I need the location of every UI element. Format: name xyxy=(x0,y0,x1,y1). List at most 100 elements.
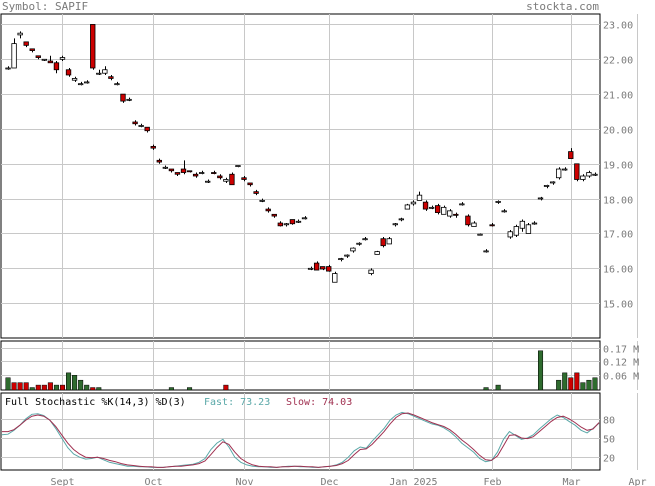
x-tick-label: Jan 2025 xyxy=(389,477,437,486)
candle xyxy=(217,175,223,179)
x-tick-label: Feb xyxy=(483,477,501,486)
stochastic-title: Full Stochastic %K(14,3) %D(3) xyxy=(5,397,186,408)
candle xyxy=(338,258,344,261)
candle xyxy=(555,168,562,179)
candle xyxy=(29,48,35,51)
candle xyxy=(410,201,417,205)
candle xyxy=(519,220,526,229)
volume-bar xyxy=(84,384,90,391)
volume-bar xyxy=(78,379,84,391)
price-tick-label: 15.00 xyxy=(603,300,633,311)
price-panel-frame xyxy=(0,13,601,339)
volume-bar xyxy=(53,384,59,391)
site-label[interactable]: stockta.com xyxy=(526,0,599,13)
candle xyxy=(114,83,120,86)
candle xyxy=(283,223,290,226)
candle xyxy=(459,203,465,206)
volume-bar xyxy=(66,372,72,391)
candle xyxy=(71,78,78,81)
candle xyxy=(428,206,435,209)
candle xyxy=(35,55,41,58)
volume-bar xyxy=(90,387,96,391)
candle xyxy=(362,238,368,241)
candle xyxy=(477,233,483,236)
candle xyxy=(198,172,205,174)
candle xyxy=(513,226,519,236)
volume-tick-label: 0.06 M xyxy=(603,372,639,383)
candle xyxy=(434,205,441,213)
volume-bar xyxy=(29,387,35,391)
volume-bar xyxy=(568,377,574,391)
x-tick-label: Sept xyxy=(50,477,74,486)
volume-bar xyxy=(96,387,102,391)
candle xyxy=(253,191,259,194)
candle xyxy=(495,201,501,203)
candle xyxy=(120,93,126,102)
volume-bar xyxy=(17,382,23,391)
volume-bar xyxy=(187,387,193,391)
volume-bar xyxy=(168,387,174,391)
candle xyxy=(525,224,532,234)
stochastic-tick-label: 80 xyxy=(603,416,615,427)
candle xyxy=(168,168,175,172)
candle xyxy=(132,121,138,125)
candle xyxy=(332,273,338,283)
volume-tick-label: 0.12 M xyxy=(603,358,639,369)
stochastic-tick-label: 20 xyxy=(603,454,615,465)
volume-bar xyxy=(574,372,580,391)
candle xyxy=(447,210,453,217)
volume-bar xyxy=(483,387,489,391)
candle xyxy=(471,222,477,227)
volume-bar xyxy=(592,377,598,391)
volume-bar xyxy=(5,377,11,391)
volume-bar xyxy=(35,384,41,391)
candle xyxy=(108,76,114,79)
candle xyxy=(11,43,17,69)
candle xyxy=(404,204,411,210)
candle xyxy=(211,172,217,174)
x-tick-label: Oct xyxy=(144,477,162,486)
candle xyxy=(235,165,241,167)
price-tick-label: 22.00 xyxy=(603,56,633,67)
candle xyxy=(501,210,507,213)
candle xyxy=(549,181,556,184)
candle xyxy=(531,222,538,225)
slow-line xyxy=(2,412,600,468)
candle xyxy=(380,238,386,247)
candle xyxy=(374,251,380,255)
volume-panel-frame xyxy=(0,340,601,391)
candle xyxy=(77,83,84,86)
candle xyxy=(41,58,48,61)
candle xyxy=(295,220,302,223)
fast-label: Fast: 73.23 xyxy=(204,397,271,408)
candle xyxy=(301,217,308,220)
price-tick-label: 21.00 xyxy=(603,91,633,102)
candle xyxy=(344,254,350,257)
price-tick-label: 16.00 xyxy=(603,265,633,276)
candle xyxy=(186,170,193,173)
candle xyxy=(313,262,320,271)
price-tick-label: 17.00 xyxy=(603,230,633,241)
candle xyxy=(84,81,90,84)
price-tick-label: 19.00 xyxy=(603,161,633,172)
candle xyxy=(229,173,235,186)
volume-bar xyxy=(41,384,47,391)
price-tick-label: 20.00 xyxy=(603,126,633,137)
candle xyxy=(156,159,162,163)
candle xyxy=(368,269,374,274)
x-tick-label: Mar xyxy=(562,477,580,486)
candle xyxy=(23,41,29,46)
candle xyxy=(247,182,253,186)
candle xyxy=(5,67,11,70)
candle xyxy=(47,60,54,64)
candle xyxy=(586,172,592,177)
x-tick-label: Apr xyxy=(628,477,646,486)
candle xyxy=(562,168,568,171)
candle xyxy=(17,32,23,36)
candle xyxy=(180,168,187,173)
candle xyxy=(356,242,362,245)
candle xyxy=(398,218,405,221)
candle xyxy=(102,69,108,74)
